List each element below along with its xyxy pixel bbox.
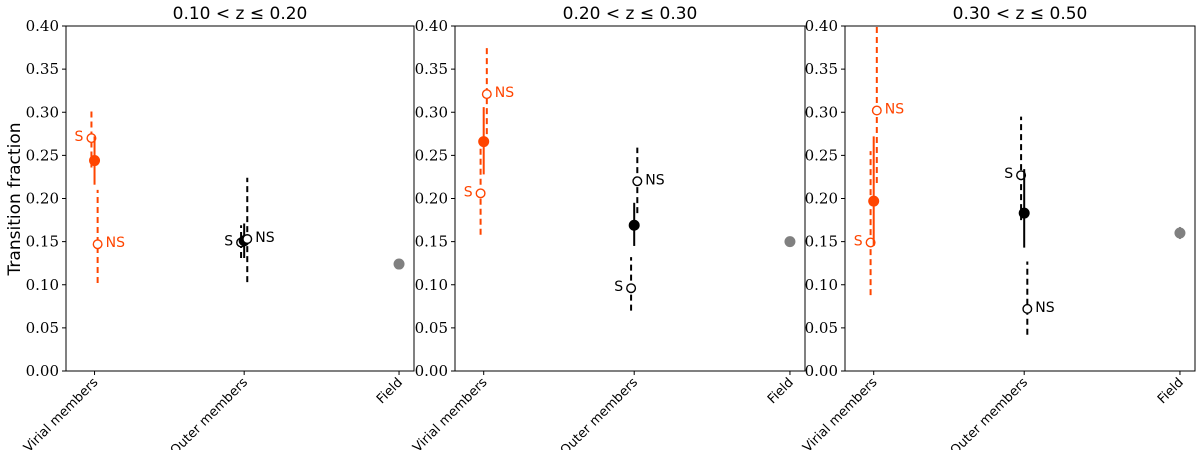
point-label: S: [464, 184, 473, 200]
data-point-filled: [784, 236, 796, 248]
chart-panel-2: 0.20 < z ≤ 0.30 0.00 0.05 0.10 0.15 0.20 0.25 0…: [410, 4, 806, 450]
y-tick-label: 0.25: [415, 146, 448, 164]
point-label: NS: [495, 85, 514, 101]
y-tick-label: 0.15: [26, 233, 59, 251]
x-tick-label: Virial members: [410, 375, 490, 450]
y-tick-label: 0.15: [805, 233, 838, 251]
y-tick-label: 0.35: [415, 60, 448, 78]
point-label: NS: [645, 172, 664, 188]
y-tick-label: 0.40: [26, 17, 59, 35]
y-tick-label: 0.35: [805, 60, 838, 78]
x-tick-label: Outer members: [558, 375, 641, 450]
data-point-open: [481, 89, 492, 100]
data-point-open: [475, 188, 486, 199]
data-point-filled: [1174, 227, 1186, 239]
x-tick-label: Virial members: [21, 375, 101, 450]
data-point-filled: [89, 155, 101, 167]
y-tick-label: 0.20: [26, 190, 59, 208]
y-tick-label: 0.10: [415, 276, 448, 294]
point-label: NS: [885, 102, 904, 118]
y-tick-label: 0.20: [415, 190, 448, 208]
y-tick-label: 0.00: [26, 362, 59, 380]
chart-panel-3: 0.30 < z ≤ 0.50 0.00 0.05 0.10 0.15 0.20 0.25 0…: [800, 4, 1196, 450]
data-point-open: [242, 234, 253, 245]
y-axis-label: Transition fraction: [5, 123, 25, 277]
y-tick-label: 0.05: [26, 319, 59, 337]
point-label: S: [614, 279, 623, 295]
point-label: S: [854, 233, 863, 249]
data-point-filled: [628, 219, 640, 231]
y-tick-label: 0.30: [805, 103, 838, 121]
chart-title: 0.10 < z ≤ 0.20: [173, 4, 308, 24]
y-tick-label: 0.40: [415, 17, 448, 35]
data-point-open: [92, 239, 103, 250]
y-tick-label: 0.30: [26, 103, 59, 121]
x-tick-label: Field: [374, 375, 406, 407]
x-tick-label: Virial members: [800, 375, 880, 450]
y-tick-label: 0.40: [805, 17, 838, 35]
y-tick-label: 0.00: [415, 362, 448, 380]
x-tick-label: Field: [1155, 375, 1187, 407]
y-tick-label: 0.20: [805, 190, 838, 208]
x-tick-label: Outer members: [168, 375, 251, 450]
data-point-open: [626, 283, 637, 294]
x-tick-label: Field: [765, 375, 797, 407]
x-tick-label: Outer members: [948, 375, 1031, 450]
point-label: NS: [106, 235, 125, 251]
y-tick-label: 0.35: [26, 60, 59, 78]
plot-frame: [454, 25, 806, 372]
data-point-open: [632, 176, 643, 187]
y-tick-label: 0.10: [805, 276, 838, 294]
point-label: S: [1004, 166, 1013, 182]
y-tick-label: 0.00: [805, 362, 838, 380]
data-point-filled: [868, 195, 880, 207]
y-tick-label: 0.15: [415, 233, 448, 251]
chart-title: 0.20 < z ≤ 0.30: [563, 4, 698, 24]
data-point-open: [1022, 303, 1033, 314]
data-point-open: [871, 105, 882, 116]
y-tick-label: 0.10: [26, 276, 59, 294]
y-tick-label: 0.30: [415, 103, 448, 121]
point-label: NS: [1035, 300, 1054, 316]
y-tick-label: 0.05: [415, 319, 448, 337]
y-tick-label: 0.05: [805, 319, 838, 337]
y-tick-label: 0.25: [805, 146, 838, 164]
point-label: NS: [255, 230, 274, 246]
point-label: S: [75, 129, 84, 145]
chart-panel-1: 0.10 < z ≤ 0.20 0.00 0.05 0.10 0.15 0.20 0.25 0…: [21, 4, 415, 450]
data-point-filled: [393, 258, 405, 270]
point-label: S: [224, 233, 233, 249]
y-tick-label: 0.25: [26, 146, 59, 164]
plot-frame: [844, 25, 1196, 372]
chart-title: 0.30 < z ≤ 0.50: [953, 4, 1088, 24]
data-point-filled: [1018, 207, 1030, 219]
plot-frame: [65, 25, 415, 372]
